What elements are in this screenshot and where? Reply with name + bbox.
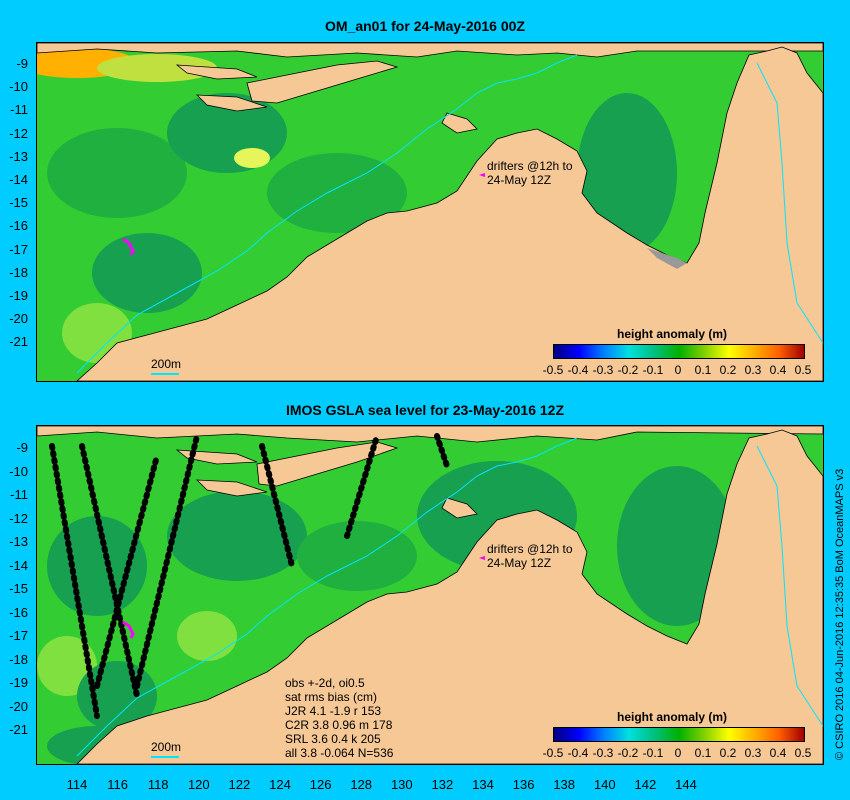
drifter-track-bottom [122, 620, 135, 639]
longitude-label: 120 [187, 777, 210, 792]
latitude-label: -10 [9, 463, 28, 479]
latitude-label: -12 [9, 510, 28, 526]
altimeter-tracks [49, 433, 450, 719]
top-map-canvas [37, 43, 823, 381]
stats-line-5: SRL 3.6 0.4 k 205 [285, 732, 381, 746]
top-colorbar-title: height anomaly (m) [617, 327, 728, 341]
bottom-drifters-label-2: 24-May 12Z [487, 556, 552, 570]
longitude-label: 134 [472, 777, 494, 792]
colorbar-tick-label: 0.3 [744, 363, 762, 377]
latitude-label: -17 [9, 628, 28, 643]
credit-text: © CSIRO 2016 04-Jun-2016 12:35:35 BoM Oc… [834, 468, 846, 760]
top-map[interactable]: drifters @12h to 24-May 12Z 200m height … [36, 42, 824, 382]
top-scale-label: 200m [151, 357, 182, 371]
stats-line-4: C2R 3.8 0.96 m 178 [285, 718, 393, 732]
top-scale-line [151, 373, 179, 375]
longitude-label: 124 [269, 777, 291, 792]
colorbar-tick-label: -0.5 [542, 363, 564, 377]
top-drifters-label-1: drifters @12h to [487, 159, 573, 173]
bottom-colorbar [553, 727, 805, 742]
top-colorbar [553, 344, 805, 359]
longitude-label: 140 [593, 777, 616, 792]
top-panel-title: OM_an01 for 24-May-2016 00Z [325, 18, 525, 34]
bottom-map-canvas [37, 426, 823, 764]
stats-line-3: J2R 4.1 -1.9 r 153 [285, 704, 382, 718]
bottom-map[interactable]: drifters @12h to 24-May 12Z 200m obs +-2… [36, 425, 824, 765]
longitude-label: 122 [228, 777, 251, 792]
latitude-label: -16 [9, 218, 28, 234]
longitude-label: 136 [512, 777, 535, 792]
longitude-label: 126 [309, 777, 332, 792]
colorbar-tick-label: -0.1 [642, 363, 664, 377]
colorbar-tick-label: -0.4 [567, 363, 589, 377]
latitude-label: -20 [9, 311, 28, 327]
bottom-colorbar-title: height anomaly (m) [617, 710, 728, 724]
bottom-drifters-label-1: drifters @12h to [487, 542, 573, 556]
latitude-label: -18 [9, 264, 28, 280]
colorbar-tick-label: 0.5 [794, 363, 812, 377]
latitude-label: -13 [9, 148, 28, 164]
colorbar-tick-label: 0.3 [744, 746, 762, 760]
drifter-legend-arrow [479, 173, 485, 177]
latitude-label: -15 [9, 195, 28, 211]
longitude-label: 138 [553, 777, 576, 792]
longitude-label: 144 [675, 777, 697, 792]
latitude-label: -14 [9, 557, 28, 573]
drifter-legend-arrow-bottom [479, 556, 485, 560]
colorbar-tick-label: -0.3 [592, 363, 614, 377]
colorbar-tick-label: 0.1 [694, 363, 712, 377]
colorbar-tick-label: 0.4 [769, 363, 787, 377]
colorbar-tick-label: 0.5 [794, 746, 812, 760]
longitude-label: 116 [107, 777, 128, 792]
latitude-label: -9 [16, 440, 28, 455]
colorbar-tick-label: -0.2 [617, 363, 639, 377]
latitude-label: -11 [10, 487, 28, 502]
stats-box: obs +-2d, oi0.5 sat rms bias (cm) J2R 4.… [285, 676, 393, 760]
colorbar-tick-label: -0.5 [542, 746, 564, 760]
colorbar-tick-label: 0.2 [719, 746, 737, 760]
colorbar-tick-label: -0.3 [592, 746, 614, 760]
latitude-label: -16 [9, 604, 28, 620]
colorbar-tick-label: 0.4 [769, 746, 787, 760]
latitude-label: -12 [9, 125, 28, 141]
latitude-label: -19 [9, 675, 28, 690]
latitude-label: -14 [9, 172, 28, 187]
colorbar-tick-label: -0.4 [567, 746, 589, 760]
latitude-label: -21 [9, 722, 28, 737]
longitude-label: 130 [390, 777, 413, 792]
colorbar-tick-label: -0.1 [642, 746, 664, 760]
latitude-label: -18 [9, 651, 28, 667]
longitude-label: 132 [431, 777, 454, 792]
latitude-label: -10 [9, 79, 28, 95]
longitude-label: 114 [66, 777, 88, 792]
stats-line-1: obs +-2d, oi0.5 [285, 676, 365, 690]
latitude-label: -11 [10, 102, 28, 118]
longitude-label: 128 [350, 777, 373, 792]
latitude-label: -15 [9, 581, 28, 596]
latitude-label: -19 [9, 288, 28, 303]
colorbar-tick-label: 0.2 [719, 363, 737, 377]
longitude-label: 142 [634, 777, 657, 792]
latitude-label: -20 [9, 698, 28, 714]
latitude-label: -17 [9, 241, 28, 257]
colorbar-tick-label: 0.1 [694, 746, 712, 760]
latitude-label: -9 [16, 56, 28, 71]
drifter-track-top [122, 237, 135, 256]
bottom-scale-label: 200m [151, 740, 182, 754]
bottom-panel-title: IMOS GSLA sea level for 23-May-2016 12Z [285, 402, 565, 418]
stats-line-6: all 3.8 -0.064 N=536 [285, 746, 394, 760]
colorbar-tick-label: 0 [674, 363, 682, 377]
colorbar-tick-label: -0.2 [617, 746, 639, 760]
longitude-label: 118 [147, 777, 169, 792]
colorbar-tick-label: 0 [674, 746, 682, 760]
latitude-label: -21 [9, 334, 28, 350]
stats-line-2: sat rms bias (cm) [285, 690, 378, 704]
bottom-scale-line [151, 756, 179, 758]
latitude-label: -13 [9, 534, 28, 549]
top-drifters-label-2: 24-May 12Z [487, 173, 552, 187]
